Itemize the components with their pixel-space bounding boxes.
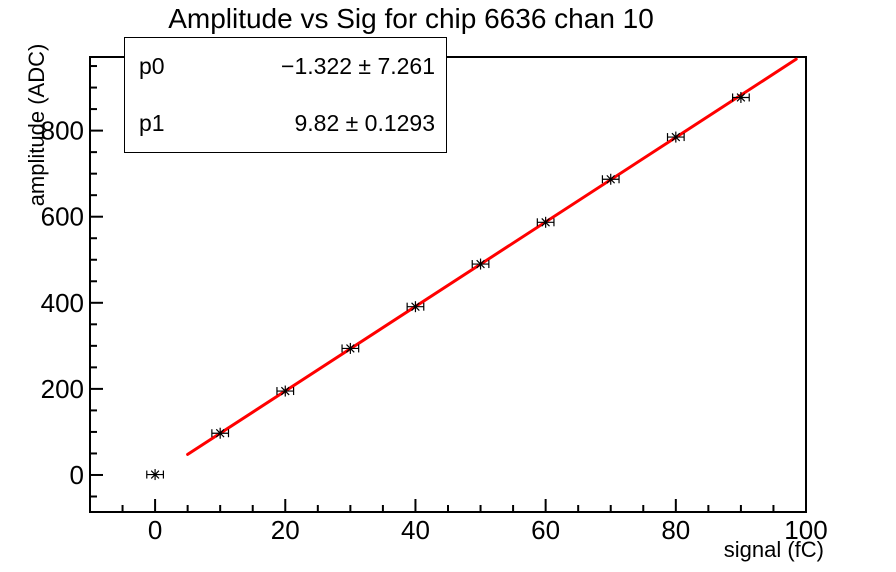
stats-row-p0: p0 −1.322 ± 7.261	[125, 53, 446, 80]
data-point-marker	[211, 427, 230, 439]
data-point-marker	[471, 258, 490, 270]
x-tick-label: 60	[531, 515, 560, 545]
stats-box: p0 −1.322 ± 7.261 p1 9.82 ± 0.1293	[124, 37, 447, 153]
x-tick-label: 40	[401, 515, 430, 545]
stat-param-value: 9.82 ± 0.1293	[294, 110, 435, 136]
y-tick-label: 600	[41, 202, 84, 232]
x-tick-label: 80	[661, 515, 690, 545]
data-point-marker	[406, 301, 425, 313]
data-point-marker	[146, 469, 165, 481]
y-tick-label: 800	[41, 116, 84, 146]
data-point-marker	[536, 216, 555, 228]
plot-title: Amplitude vs Sig for chip 6636 chan 10	[168, 3, 654, 34]
data-points	[146, 91, 750, 481]
stat-param-value: −1.322 ± 7.261	[281, 53, 435, 79]
fit-line	[186, 57, 798, 456]
data-point-marker	[666, 131, 685, 143]
x-tick-label: 20	[271, 515, 300, 545]
y-axis-title: amplitude (ADC)	[24, 43, 49, 207]
data-point-marker	[731, 91, 750, 103]
x-axis: 0 20 40 60 80 100	[121, 499, 828, 545]
data-point-marker	[601, 173, 620, 185]
x-axis-title: signal (fC)	[723, 537, 824, 562]
x-tick-label: 0	[148, 515, 162, 545]
stats-row-p1: p1 9.82 ± 0.1293	[125, 110, 446, 137]
x-tick-label: 100	[784, 515, 827, 545]
stat-param-name: p0	[139, 53, 165, 79]
y-tick-label: 400	[41, 288, 84, 318]
y-tick-label: 0	[70, 460, 84, 490]
y-tick-label: 200	[41, 374, 84, 404]
data-point-marker	[341, 342, 360, 354]
stat-param-name: p1	[139, 110, 165, 136]
data-point-marker	[276, 385, 295, 397]
y-axis: 0 200 400 600 800	[41, 65, 103, 498]
